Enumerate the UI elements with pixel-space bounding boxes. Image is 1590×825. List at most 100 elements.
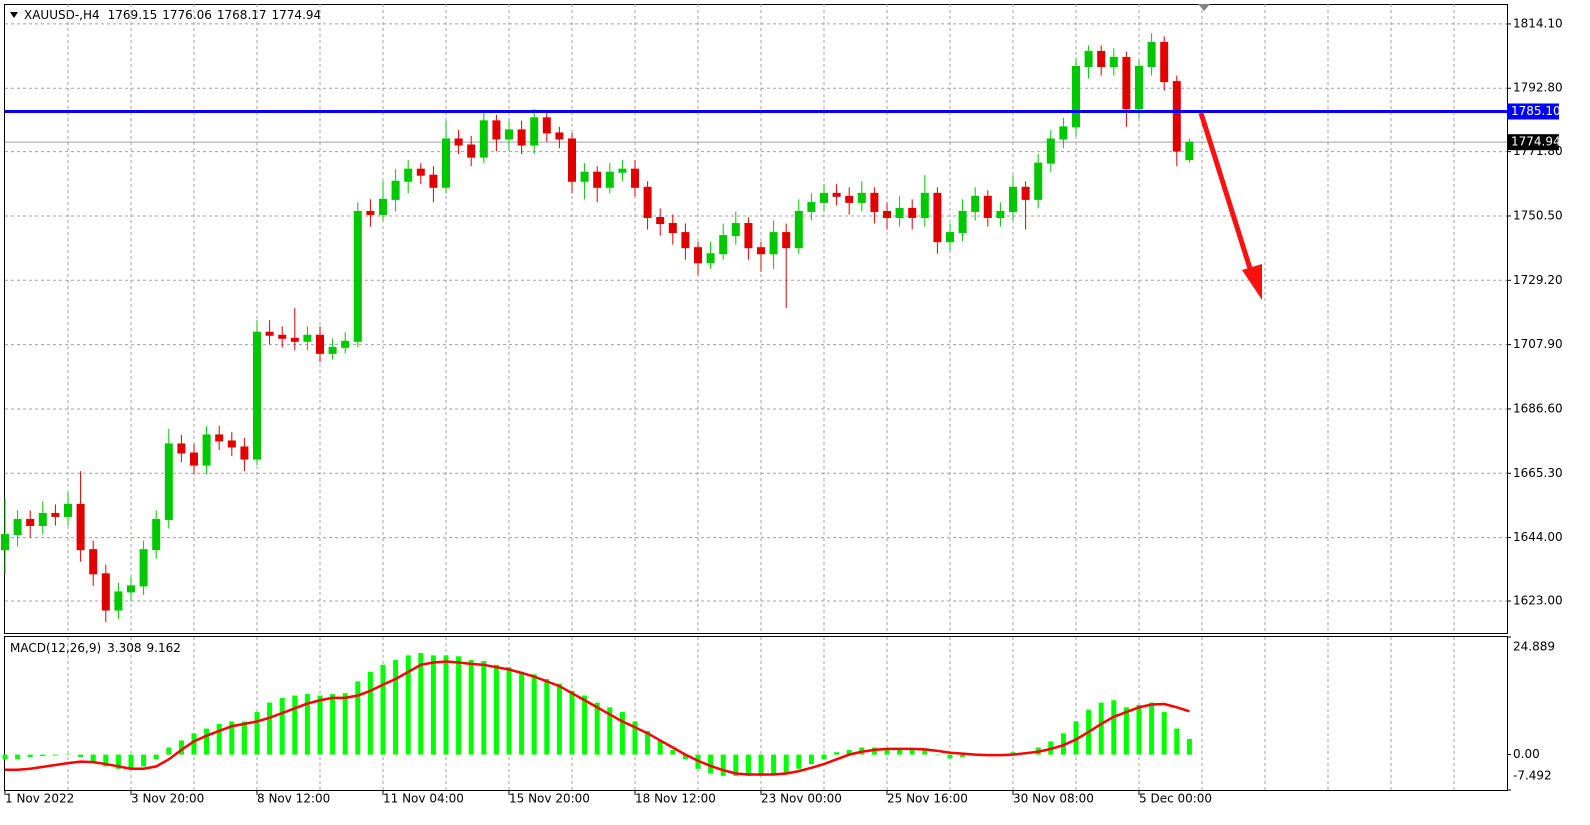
candle-body	[1084, 50, 1093, 68]
shift-marker	[1198, 4, 1210, 11]
macd-bar	[909, 749, 915, 755]
candle-body	[1172, 81, 1181, 152]
candle-body	[605, 171, 614, 188]
candle-body	[794, 210, 803, 249]
macd-bar	[90, 754, 96, 762]
candle-body	[983, 195, 992, 218]
open: 1769.15	[108, 8, 158, 22]
candle-body	[920, 192, 929, 218]
candle-body	[946, 232, 954, 243]
candle-body	[593, 171, 602, 188]
candle-body	[807, 201, 816, 212]
macd-bar	[128, 754, 134, 770]
macd-bar	[733, 754, 739, 776]
candle-body	[1046, 138, 1055, 164]
x-tick-label: 3 Nov 20:00	[131, 792, 204, 806]
candle-body	[240, 446, 249, 460]
macd-bar	[884, 748, 890, 755]
candle-body	[341, 340, 350, 348]
macd-bar	[846, 749, 852, 755]
macd-bar	[1161, 712, 1167, 755]
high: 1776.06	[162, 8, 212, 22]
candle-body	[568, 138, 576, 182]
candle-body	[492, 120, 501, 140]
candle-body	[429, 174, 438, 188]
signal-value: 9.162	[147, 641, 181, 655]
candle-body	[190, 452, 198, 466]
y-tick-label: -7.492	[1513, 769, 1552, 783]
candle-body	[76, 503, 85, 551]
candle-body	[719, 235, 728, 255]
candle-body	[580, 171, 589, 182]
macd-value: 3.308	[107, 641, 141, 655]
macd-bar	[1149, 702, 1155, 755]
macd-bar	[153, 754, 159, 760]
macd-bar	[783, 754, 789, 774]
candle-body	[542, 117, 551, 134]
candle-body	[391, 180, 400, 200]
macd-bar	[229, 721, 235, 755]
macd-bar	[720, 754, 726, 776]
macd-bar	[279, 697, 285, 755]
candle-body	[265, 331, 274, 336]
macd-bar	[1136, 704, 1142, 755]
candle-body	[366, 210, 375, 215]
symbol: XAUUSD-,H4	[24, 8, 100, 22]
candle-body	[1109, 56, 1118, 68]
candle-body	[127, 585, 135, 593]
candle-body	[278, 334, 287, 339]
macd-bar	[670, 749, 676, 755]
macd-bar	[342, 693, 348, 755]
candle-body	[303, 334, 312, 342]
candle-body	[757, 247, 765, 255]
candle-body	[857, 192, 866, 203]
candle-body	[883, 210, 891, 218]
macd-bar	[418, 653, 424, 755]
macd-bar	[582, 695, 588, 755]
macd-bar	[1098, 702, 1104, 755]
macd-title: MACD(12,26,9)	[10, 641, 101, 655]
y-tick-label: 1707.90	[1513, 337, 1563, 351]
macd-bar	[304, 694, 310, 755]
candle-body	[1097, 50, 1106, 68]
close: 1774.94	[272, 8, 322, 22]
y-tick-label: 24.889	[1513, 640, 1555, 654]
candle-body	[744, 223, 753, 249]
macd-bar	[166, 747, 172, 755]
x-tick-label: 1 Nov 2022	[5, 792, 74, 806]
candle-body	[1072, 66, 1080, 128]
macd-bar	[267, 702, 273, 755]
macd-bar	[456, 656, 462, 755]
candle-body	[782, 232, 791, 249]
macd-panel	[4, 636, 1508, 791]
candle-body	[1185, 141, 1194, 161]
y-tick-label: 1644.00	[1513, 530, 1563, 544]
candle-body	[442, 138, 450, 188]
macd-bar	[367, 671, 373, 755]
candle-body	[933, 192, 942, 243]
candle-body	[656, 216, 665, 225]
macd-bar	[481, 661, 487, 755]
macd-bar	[947, 754, 953, 759]
menu-icon	[10, 12, 18, 18]
x-tick-label: 25 Nov 16:00	[887, 792, 968, 806]
arrow	[1198, 112, 1262, 300]
candle-body	[1034, 162, 1043, 200]
macd-bar	[191, 733, 197, 755]
macd-bar	[569, 690, 575, 755]
candle-body	[996, 210, 1005, 218]
macd-bar	[619, 712, 625, 755]
candle-body	[152, 518, 161, 551]
y-tick-label: 1814.10	[1513, 16, 1563, 30]
macd-bar	[330, 694, 336, 755]
macd-bar	[355, 681, 361, 755]
macd-bar	[1111, 700, 1117, 755]
candle-body	[832, 192, 841, 197]
x-tick-label: 30 Nov 08:00	[1013, 792, 1094, 806]
macd-bar	[834, 752, 840, 755]
candle-body	[164, 443, 173, 520]
candle-body	[38, 512, 47, 526]
macd-bar	[178, 740, 184, 755]
